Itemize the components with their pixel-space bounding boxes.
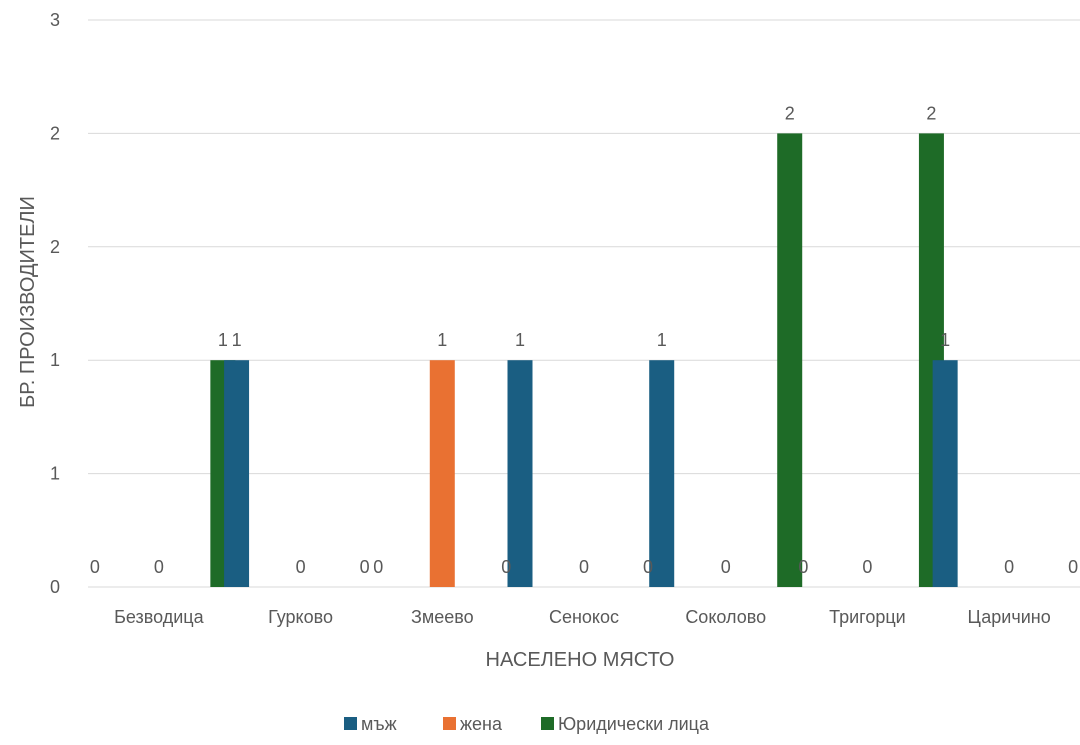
data-label: 1 xyxy=(940,330,950,350)
y-tick-label: 2 xyxy=(50,237,60,257)
x-tick-label: Царичино xyxy=(968,607,1051,627)
data-label: 0 xyxy=(862,557,872,577)
data-label: 0 xyxy=(579,557,589,577)
legend: мъж жена Юридически лица xyxy=(344,714,710,734)
bar xyxy=(507,360,533,587)
y-tick-label: 2 xyxy=(50,123,60,143)
bar xyxy=(777,133,803,587)
x-tick-labels: Безводица Гурково Змеево Сенокос Соколово Три… xyxy=(114,607,1051,627)
legend-swatch xyxy=(344,717,357,730)
data-label: 0 xyxy=(798,557,808,577)
x-tick-label: Тригорци xyxy=(829,607,906,627)
bars xyxy=(210,133,958,587)
gridlines xyxy=(88,19,1080,588)
data-label: 1 xyxy=(515,330,525,350)
x-tick-label: Змеево xyxy=(411,607,474,627)
y-tick-label: 3 xyxy=(50,10,60,30)
x-axis-title: НАСЕЛЕНО МЯСТО xyxy=(486,649,675,671)
legend-label: Юридически лица xyxy=(558,714,710,734)
bar xyxy=(429,360,455,587)
data-label: 0 xyxy=(1068,557,1078,577)
data-label: 0 xyxy=(1004,557,1014,577)
data-label: 2 xyxy=(926,103,936,123)
bar xyxy=(224,360,250,587)
data-label: 0 xyxy=(373,557,383,577)
data-label: 0 xyxy=(721,557,731,577)
y-axis-title: БР. ПРОИЗВОДИТЕЛИ xyxy=(17,196,39,408)
data-label: 1 xyxy=(232,330,242,350)
x-tick-label: Гурково xyxy=(268,607,333,627)
data-label: 2 xyxy=(785,103,795,123)
bar xyxy=(649,360,675,587)
legend-label: мъж xyxy=(361,714,397,734)
data-label: 0 xyxy=(90,557,100,577)
data-label: 0 xyxy=(501,557,511,577)
data-label: 1 xyxy=(218,330,228,350)
bar xyxy=(932,360,958,587)
y-tick-label: 1 xyxy=(50,464,60,484)
data-label: 1 xyxy=(437,330,447,350)
x-tick-label: Сенокос xyxy=(549,607,619,627)
x-tick-label: Безводица xyxy=(114,607,205,627)
y-tick-labels: 0 1 1 2 2 3 xyxy=(50,10,60,597)
data-label: 0 xyxy=(643,557,653,577)
x-tick-label: Соколово xyxy=(685,607,766,627)
data-label: 0 xyxy=(360,557,370,577)
data-label: 0 xyxy=(296,557,306,577)
data-label: 0 xyxy=(154,557,164,577)
y-tick-label: 1 xyxy=(50,350,60,370)
data-label: 1 xyxy=(657,330,667,350)
legend-swatch xyxy=(541,717,554,730)
legend-swatch xyxy=(443,717,456,730)
legend-label: жена xyxy=(460,714,503,734)
y-tick-label: 0 xyxy=(50,577,60,597)
